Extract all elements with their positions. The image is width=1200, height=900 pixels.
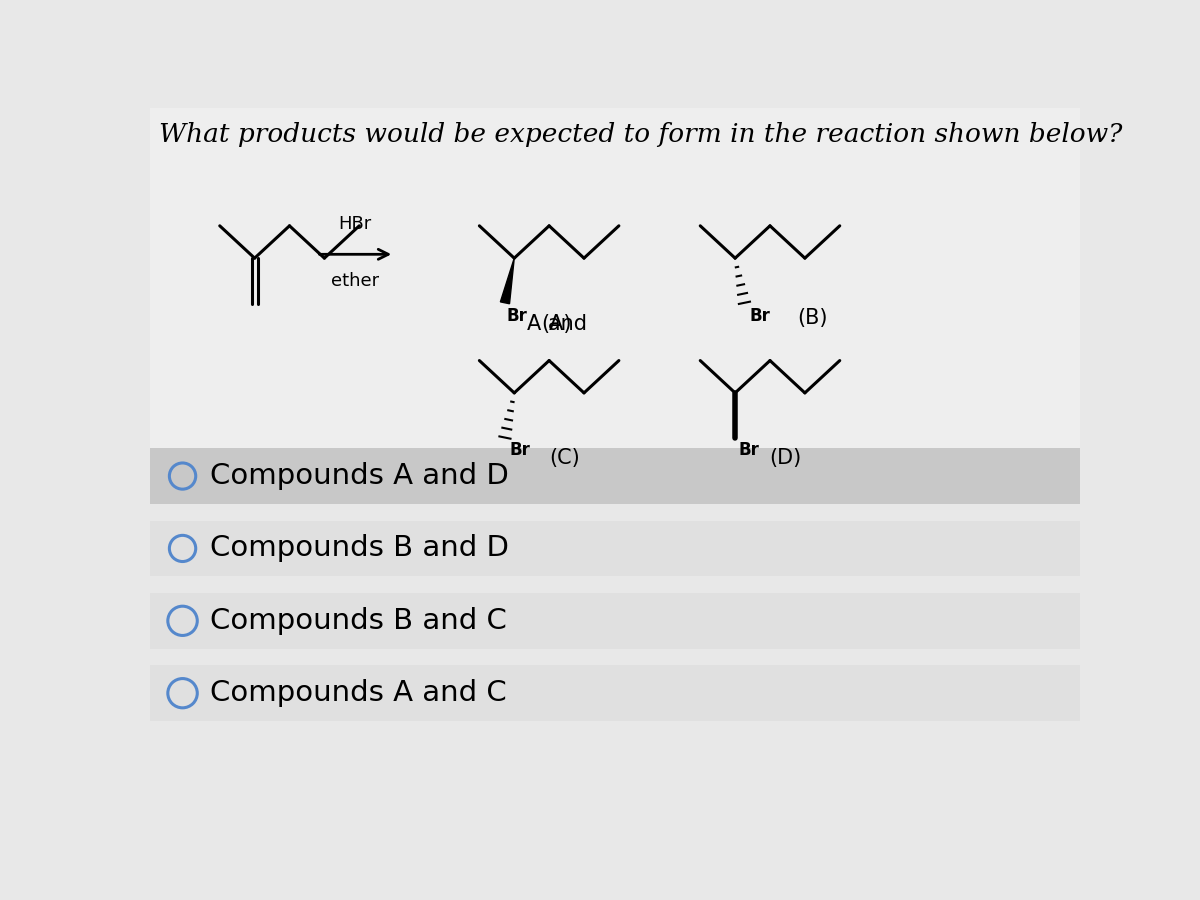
Text: Br: Br: [749, 307, 770, 325]
Bar: [150, 108, 1080, 454]
Polygon shape: [500, 258, 515, 303]
Text: A and: A and: [527, 313, 587, 334]
Bar: [150, 593, 1080, 649]
Text: What products would be expected to form in the reaction shown below?: What products would be expected to form …: [160, 122, 1123, 147]
Bar: [150, 521, 1080, 576]
Text: Compounds B and C: Compounds B and C: [210, 607, 508, 634]
Bar: [150, 448, 1080, 504]
Text: (D): (D): [769, 448, 802, 468]
Text: ether: ether: [331, 272, 379, 290]
Text: Br: Br: [510, 441, 530, 459]
Text: (B): (B): [797, 308, 828, 328]
Text: HBr: HBr: [338, 215, 372, 233]
Text: Br: Br: [506, 307, 527, 325]
Text: (C): (C): [550, 448, 580, 468]
Text: (A): (A): [541, 313, 572, 334]
Text: Compounds A and D: Compounds A and D: [210, 462, 509, 490]
Text: Br: Br: [739, 441, 760, 459]
Text: Compounds B and D: Compounds B and D: [210, 535, 510, 562]
Bar: [150, 665, 1080, 721]
Text: Compounds A and C: Compounds A and C: [210, 680, 508, 707]
